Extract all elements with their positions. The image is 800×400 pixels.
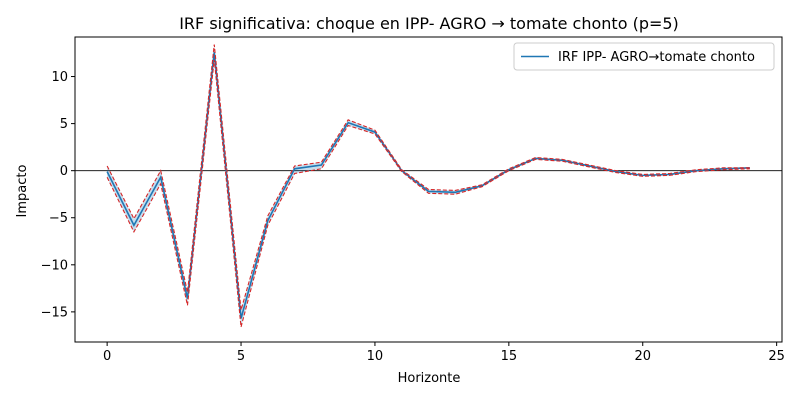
lower-bound-line xyxy=(106,59,750,328)
x-tick-label: 0 xyxy=(103,349,111,364)
x-tick-label: 10 xyxy=(367,349,384,364)
x-axis-title: Horizonte xyxy=(398,371,461,386)
plot-area: 0 5 10 15 20 25 −15 −10 −5 0 5 10 xyxy=(41,36,785,364)
x-tick-label: 5 xyxy=(237,349,245,364)
irf-line xyxy=(106,51,750,319)
x-tick-label: 15 xyxy=(501,349,518,364)
y-tick-label: 0 xyxy=(60,164,68,179)
y-tick-label: 10 xyxy=(51,70,68,85)
plot-frame xyxy=(74,36,783,343)
upper-bound-line xyxy=(106,44,750,311)
y-tick-label: 5 xyxy=(60,117,68,132)
x-tick-label: 25 xyxy=(768,349,785,364)
legend: IRF IPP- AGRO→tomate chonto xyxy=(513,42,775,71)
y-tick-label: −10 xyxy=(41,258,68,273)
chart-title: IRF significativa: choque en IPP- AGRO →… xyxy=(179,14,679,33)
x-tick-label: 20 xyxy=(634,349,651,364)
legend-box xyxy=(513,42,775,71)
legend-label: IRF IPP- AGRO→tomate chonto xyxy=(558,50,755,65)
y-axis-title: Impacto xyxy=(15,165,30,218)
y-tick-label: −15 xyxy=(41,305,68,320)
confidence-band xyxy=(107,44,750,327)
y-tick-label: −5 xyxy=(49,211,68,226)
